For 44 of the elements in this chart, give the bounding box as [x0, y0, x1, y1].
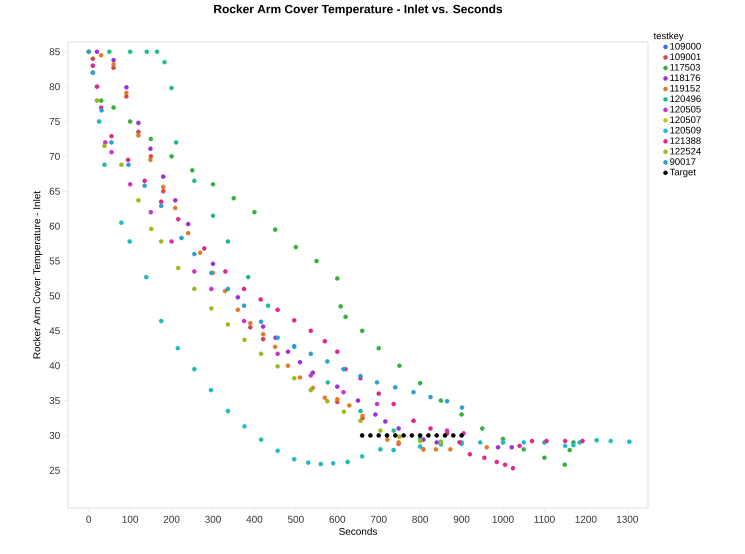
legend-label: 120505 [670, 106, 701, 113]
legend-label: 122524 [670, 148, 701, 155]
chart-title: Rocker Arm Cover Temperature - Inlet vs. Seconds [214, 4, 502, 16]
x-tick-label: 300 [205, 516, 221, 523]
legend-label: 120496 [670, 95, 701, 102]
legend-label: 90017 [670, 158, 696, 166]
x-tick-label: 200 [164, 516, 180, 523]
x-tick-label: 1100 [534, 516, 555, 523]
x-axis-title: Seconds [339, 528, 378, 535]
x-tick-label: 1200 [576, 516, 597, 523]
x-tick-label: 0 [86, 516, 92, 523]
legend-label: 121388 [670, 137, 701, 144]
y-tick-label: 80 [50, 83, 60, 90]
y-tick-label: 40 [49, 362, 60, 370]
legend-title: testkey [654, 32, 684, 42]
legend-label: 118176 [670, 74, 700, 82]
y-tick-label: 75 [50, 118, 60, 125]
x-tick-label: 900 [454, 516, 470, 523]
x-tick-label: 400 [246, 516, 262, 523]
x-tick-label: 600 [329, 516, 346, 523]
y-axis-title: Rocker Arm Cover Temperature - Inlet [33, 190, 42, 358]
x-tick-label: 1300 [616, 516, 638, 523]
y-tick-label: 60 [50, 222, 60, 230]
y-tick-label: 85 [50, 48, 60, 56]
y-tick-label: 35 [50, 397, 60, 404]
y-tick-label: 70 [50, 152, 60, 160]
y-tick-label: 65 [50, 188, 60, 195]
legend-label: 109000 [670, 42, 701, 50]
legend-label: 117503 [670, 64, 700, 71]
legend-label: 119152 [670, 84, 700, 92]
y-tick-label: 50 [50, 292, 60, 300]
x-tick-label: 1000 [492, 516, 514, 523]
x-tick-label: 500 [288, 516, 304, 523]
y-tick-label: 30 [50, 432, 60, 439]
legend-label: 120507 [670, 116, 701, 124]
x-tick-label: 100 [122, 516, 138, 523]
y-tick-label: 25 [50, 466, 60, 474]
legend-label: 109001 [670, 53, 701, 60]
y-tick-label: 45 [49, 327, 60, 334]
x-tick-label: 800 [412, 516, 428, 523]
y-tick-label: 55 [50, 258, 60, 265]
x-tick-label: 700 [370, 516, 387, 523]
legend-label: 120509 [670, 126, 701, 134]
legend-label: Target [670, 168, 696, 178]
